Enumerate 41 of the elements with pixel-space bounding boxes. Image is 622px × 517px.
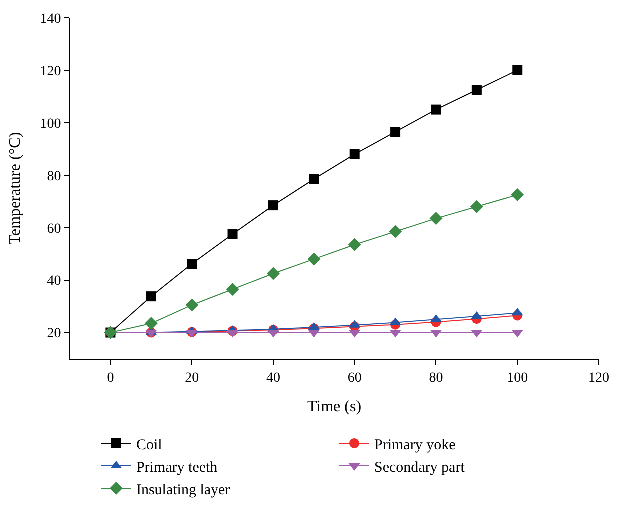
- y-tick-label: 140: [40, 12, 62, 27]
- point: [186, 298, 199, 312]
- point: [470, 200, 484, 214]
- y-axis-title: Temperature (°C): [7, 132, 24, 245]
- point: [308, 252, 321, 266]
- x-tick-label: 40: [266, 370, 280, 386]
- point: [431, 104, 442, 115]
- legend-label: Primary teeth: [136, 460, 218, 476]
- point: [511, 188, 524, 202]
- point: [146, 292, 156, 302]
- point: [309, 174, 320, 184]
- x-tick-label: 0: [107, 370, 114, 386]
- x-tick-label: 100: [507, 370, 528, 386]
- point: [266, 267, 280, 280]
- legend-label: Insulating layer: [136, 482, 230, 498]
- y-tick-label: 120: [40, 64, 62, 80]
- point: [390, 127, 401, 138]
- point: [228, 229, 238, 240]
- point: [187, 259, 198, 270]
- y-tick-label: 20: [47, 326, 62, 342]
- x-tick-label: 20: [185, 370, 200, 386]
- y-tick-label: 40: [47, 274, 62, 290]
- y-tick-label: 80: [47, 169, 62, 184]
- point: [268, 200, 278, 211]
- point: [348, 238, 362, 252]
- legend-label: Coil: [136, 437, 162, 454]
- legend-label: Primary yoke: [374, 437, 456, 454]
- point: [226, 282, 240, 296]
- point: [430, 212, 443, 226]
- legend-label: Secondary part: [374, 460, 466, 476]
- x-axis-title: Time (s): [307, 398, 362, 416]
- point: [144, 317, 158, 330]
- y-tick-label: 100: [40, 116, 62, 132]
- point: [472, 85, 482, 96]
- x-tick-label: 120: [588, 370, 610, 386]
- point: [350, 149, 360, 160]
- y-tick-label: 60: [47, 222, 62, 237]
- x-tick-label: 60: [348, 370, 362, 386]
- x-tick-label: 80: [429, 370, 444, 386]
- point: [512, 65, 523, 76]
- point: [389, 225, 402, 238]
